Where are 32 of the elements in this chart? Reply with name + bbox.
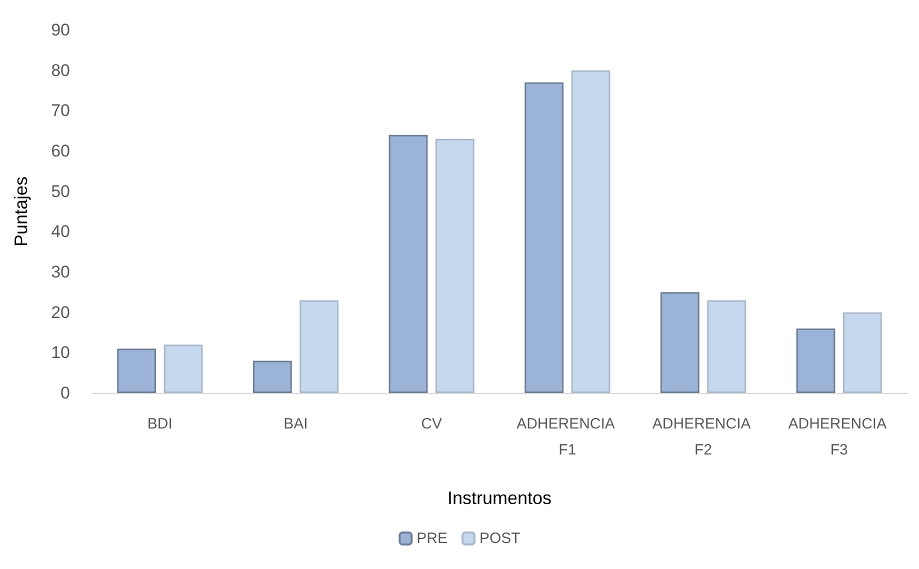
bar — [300, 300, 339, 393]
x-tick-label: ADHERENCIA F1 — [516, 416, 618, 458]
bar — [524, 82, 564, 393]
legend-label: POST — [480, 530, 520, 547]
bar — [252, 360, 292, 393]
y-tick-label: 30 — [51, 262, 70, 282]
bar — [571, 70, 610, 393]
y-axis-title: Puntajes — [11, 176, 31, 247]
x-tick-label: BDI — [147, 416, 172, 432]
x-tick-label: CV — [421, 416, 442, 432]
x-axis-title: Instrumentos — [447, 488, 552, 508]
x-tick-label: ADHERENCIA F2 — [652, 416, 754, 458]
x-tick-label: ADHERENCIA F3 — [788, 416, 890, 458]
y-tick-label: 80 — [51, 60, 70, 80]
bar — [796, 328, 836, 393]
bar — [660, 292, 700, 393]
bar — [388, 134, 428, 393]
y-tick-label: 70 — [51, 101, 70, 120]
y-tick-label: 90 — [51, 20, 70, 40]
y-tick-label: 0 — [60, 384, 70, 402]
y-tick-label: 10 — [51, 343, 70, 362]
y-tick-label: 60 — [51, 142, 70, 160]
y-tick-label: 50 — [51, 182, 70, 201]
bar — [164, 344, 203, 393]
y-tick-label: 40 — [51, 222, 70, 242]
bar — [707, 300, 746, 393]
bar — [117, 348, 156, 393]
bar — [842, 312, 882, 393]
x-tick-label: BAI — [284, 416, 308, 432]
bar — [435, 138, 474, 393]
y-tick-label: 20 — [51, 302, 70, 322]
legend-label: PRE — [416, 530, 448, 547]
